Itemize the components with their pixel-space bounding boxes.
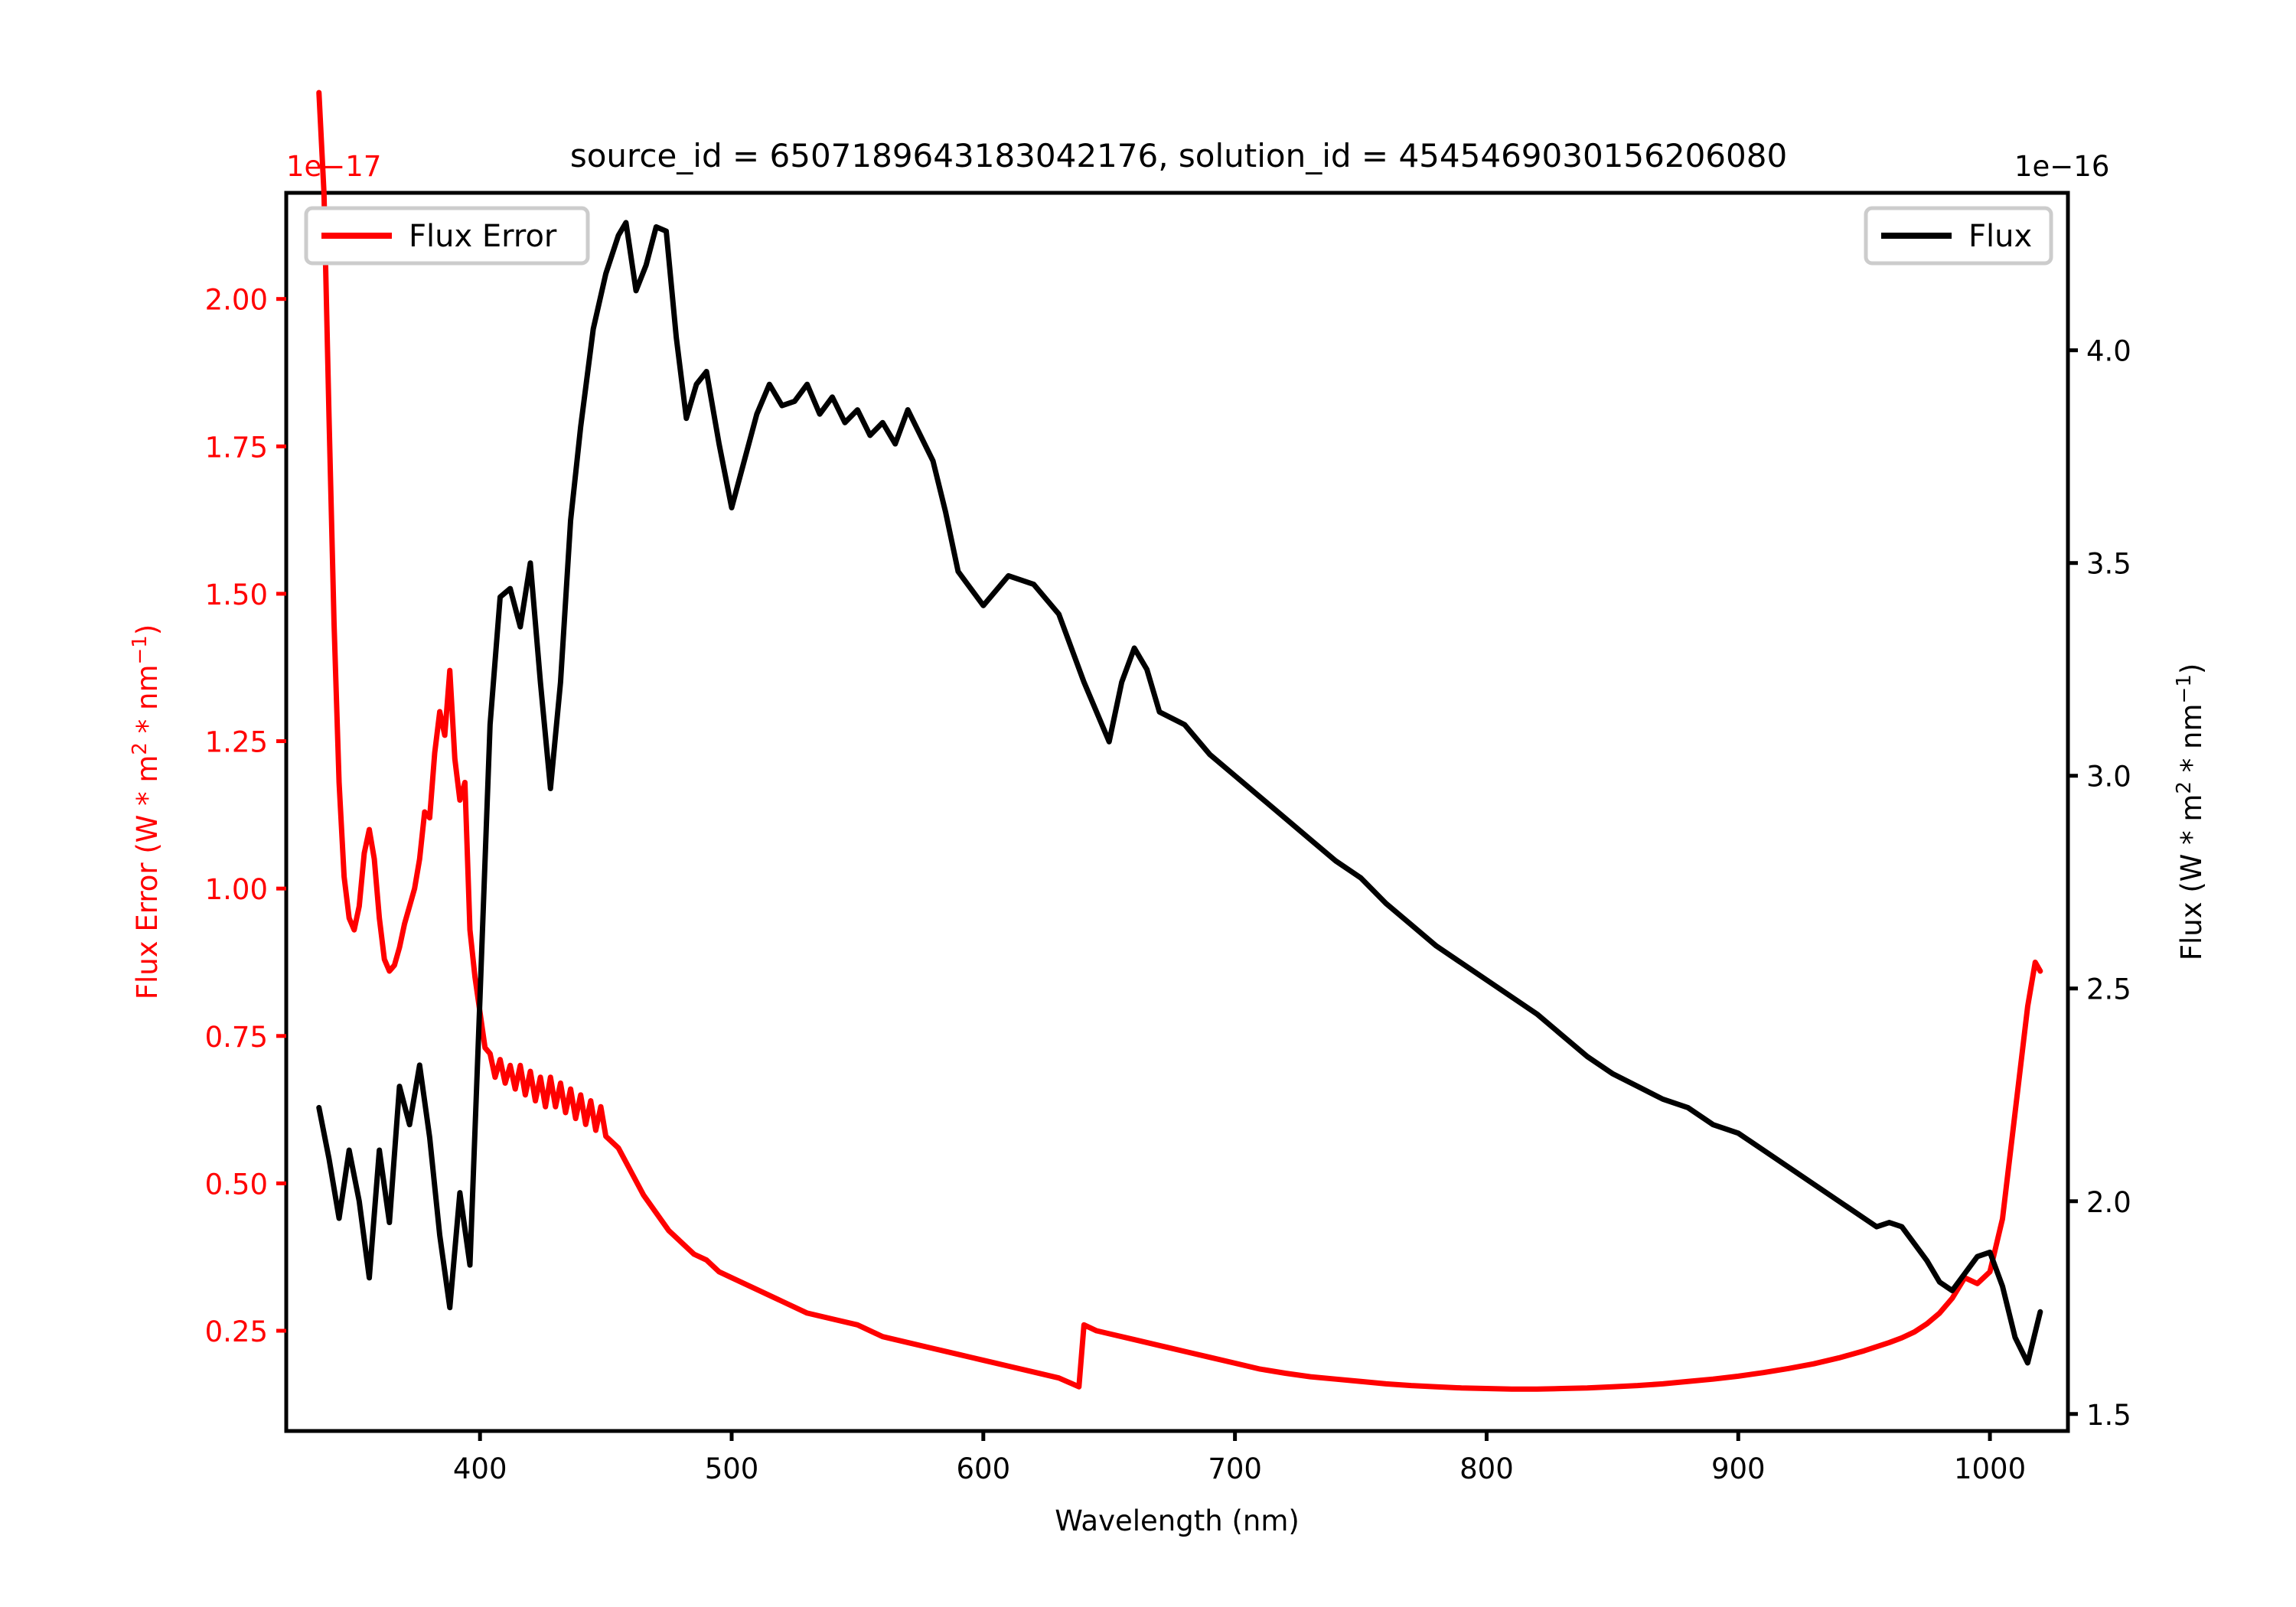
left-label-sup2: −1	[129, 635, 152, 664]
x-tick-label: 400	[453, 1452, 507, 1485]
flux-line	[316, 220, 2043, 1366]
x-tick-label: 700	[1208, 1452, 1262, 1485]
right-label-part2: * nm	[2175, 703, 2208, 781]
series-layer	[316, 90, 2043, 1392]
legend-flux-error-label: Flux Error	[409, 219, 557, 254]
legend-flux-error-box	[304, 206, 590, 266]
legend-flux[interactable]: Flux	[1864, 206, 2053, 266]
right-y-tick-label: 3.0	[2086, 761, 2131, 794]
right-y-tick-label: 4.0	[2086, 335, 2131, 368]
legend-flux-label: Flux	[1968, 219, 2032, 254]
right-y-tick-label: 2.0	[2086, 1186, 2131, 1219]
ticks-layer: 400 500 600 700 800 900 1000 0.25 0.50 0.75 1.00 1.…	[205, 284, 2131, 1485]
left-label-sup1: 2	[129, 742, 152, 755]
left-label-part2: * nm	[131, 665, 164, 743]
right-label-sup1: 2	[2173, 781, 2196, 794]
left-y-tick-label: 1.00	[205, 873, 268, 906]
x-tick-label: 900	[1711, 1452, 1766, 1485]
legend-flux-box	[1864, 206, 2053, 266]
left-y-tick-label: 1.50	[205, 579, 268, 611]
right-y-tick-label: 2.5	[2086, 973, 2131, 1006]
right-label-part3: )	[2175, 663, 2208, 674]
right-label-sup2: −1	[2173, 674, 2196, 703]
right-y-tick-label: 3.5	[2086, 548, 2131, 581]
right-axis-offset-text: 1e−16	[2014, 150, 2109, 183]
left-y-tick-label: 0.75	[205, 1021, 268, 1054]
left-y-axis-label-group: Flux Error (W * m2 * nm−1)	[129, 624, 164, 1000]
axes-frame	[284, 191, 2070, 1433]
x-tick-label: 800	[1459, 1452, 1514, 1485]
right-y-axis-label-group: Flux (W * m2 * nm−1)	[2173, 663, 2208, 961]
left-y-tick-label: 2.00	[205, 284, 268, 317]
left-y-tick-label: 0.25	[205, 1315, 268, 1348]
right-label-part1: Flux (W * m	[2175, 794, 2208, 961]
plot-title: source_id = 6507189643183042176, solutio…	[570, 137, 1787, 174]
left-y-tick-label: 0.50	[205, 1168, 268, 1201]
legend-flux-error[interactable]: Flux Error	[304, 206, 590, 266]
x-tick-label: 500	[705, 1452, 759, 1485]
x-tick-label: 600	[957, 1452, 1011, 1485]
x-axis-label: Wavelength (nm)	[1055, 1504, 1300, 1537]
left-axis-offset-text: 1e−17	[286, 150, 381, 183]
left-y-axis-label: Flux Error (W * m2 * nm−1)	[129, 624, 164, 1000]
left-y-tick-label: 1.75	[205, 431, 268, 464]
left-label-part3: )	[131, 624, 164, 635]
left-y-tick-label: 1.25	[205, 726, 268, 759]
x-tick-label: 1000	[1954, 1452, 2026, 1485]
right-y-tick-label: 1.5	[2086, 1399, 2131, 1432]
right-y-axis-label: Flux (W * m2 * nm−1)	[2173, 663, 2208, 961]
flux-error-line	[316, 90, 2043, 1392]
left-label-part1: Flux Error (W * m	[131, 755, 164, 1000]
